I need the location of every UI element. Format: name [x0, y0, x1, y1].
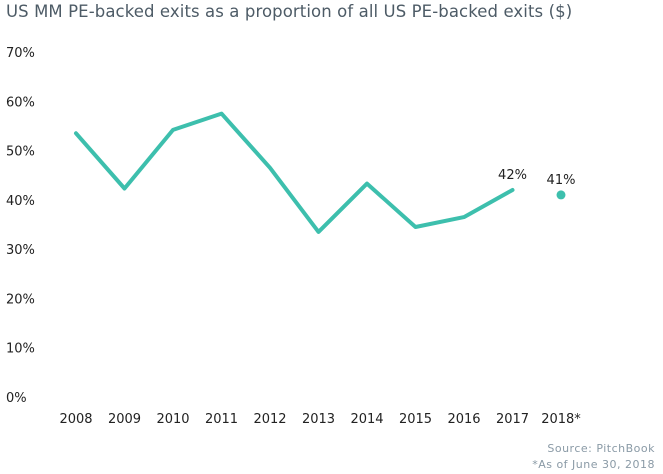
x-tick-label: 2011 — [205, 412, 238, 427]
y-tick-label: 60% — [6, 95, 35, 110]
data-label: 41% — [547, 173, 576, 188]
x-tick-label: 2009 — [108, 412, 141, 427]
x-tick-label: 2015 — [399, 412, 432, 427]
x-tick-label: 2012 — [253, 412, 286, 427]
y-axis: 0% 10% 20% 30% 40% 50% 60% 70% — [6, 46, 35, 406]
plot-area: 42% 41% — [74, 111, 576, 234]
footnote: *As of June 30, 2018 — [532, 458, 655, 471]
source-note: Source: PitchBook — [547, 442, 655, 455]
data-label: 42% — [498, 168, 527, 183]
x-tick-label: 2008 — [59, 412, 92, 427]
x-tick-label: 2013 — [302, 412, 335, 427]
x-axis: 2008 2009 2010 2011 2012 2013 2014 2015 2016 2017… — [59, 412, 581, 427]
x-tick-label: 2014 — [350, 412, 383, 427]
y-tick-label: 20% — [6, 292, 35, 307]
y-tick-label: 10% — [6, 342, 35, 357]
y-tick-label: 30% — [6, 243, 35, 258]
x-tick-label: 2018* — [541, 412, 581, 427]
y-tick-label: 50% — [6, 145, 35, 160]
x-tick-label: 2010 — [156, 412, 189, 427]
data-point — [556, 190, 566, 200]
chart-title: US MM PE-backed exits as a proportion of… — [6, 2, 573, 21]
y-tick-label: 70% — [6, 46, 35, 61]
series-line — [74, 111, 515, 234]
x-tick-label: 2017 — [496, 412, 529, 427]
y-tick-label: 0% — [6, 391, 27, 406]
x-tick-label: 2016 — [447, 412, 480, 427]
y-tick-label: 40% — [6, 194, 35, 209]
